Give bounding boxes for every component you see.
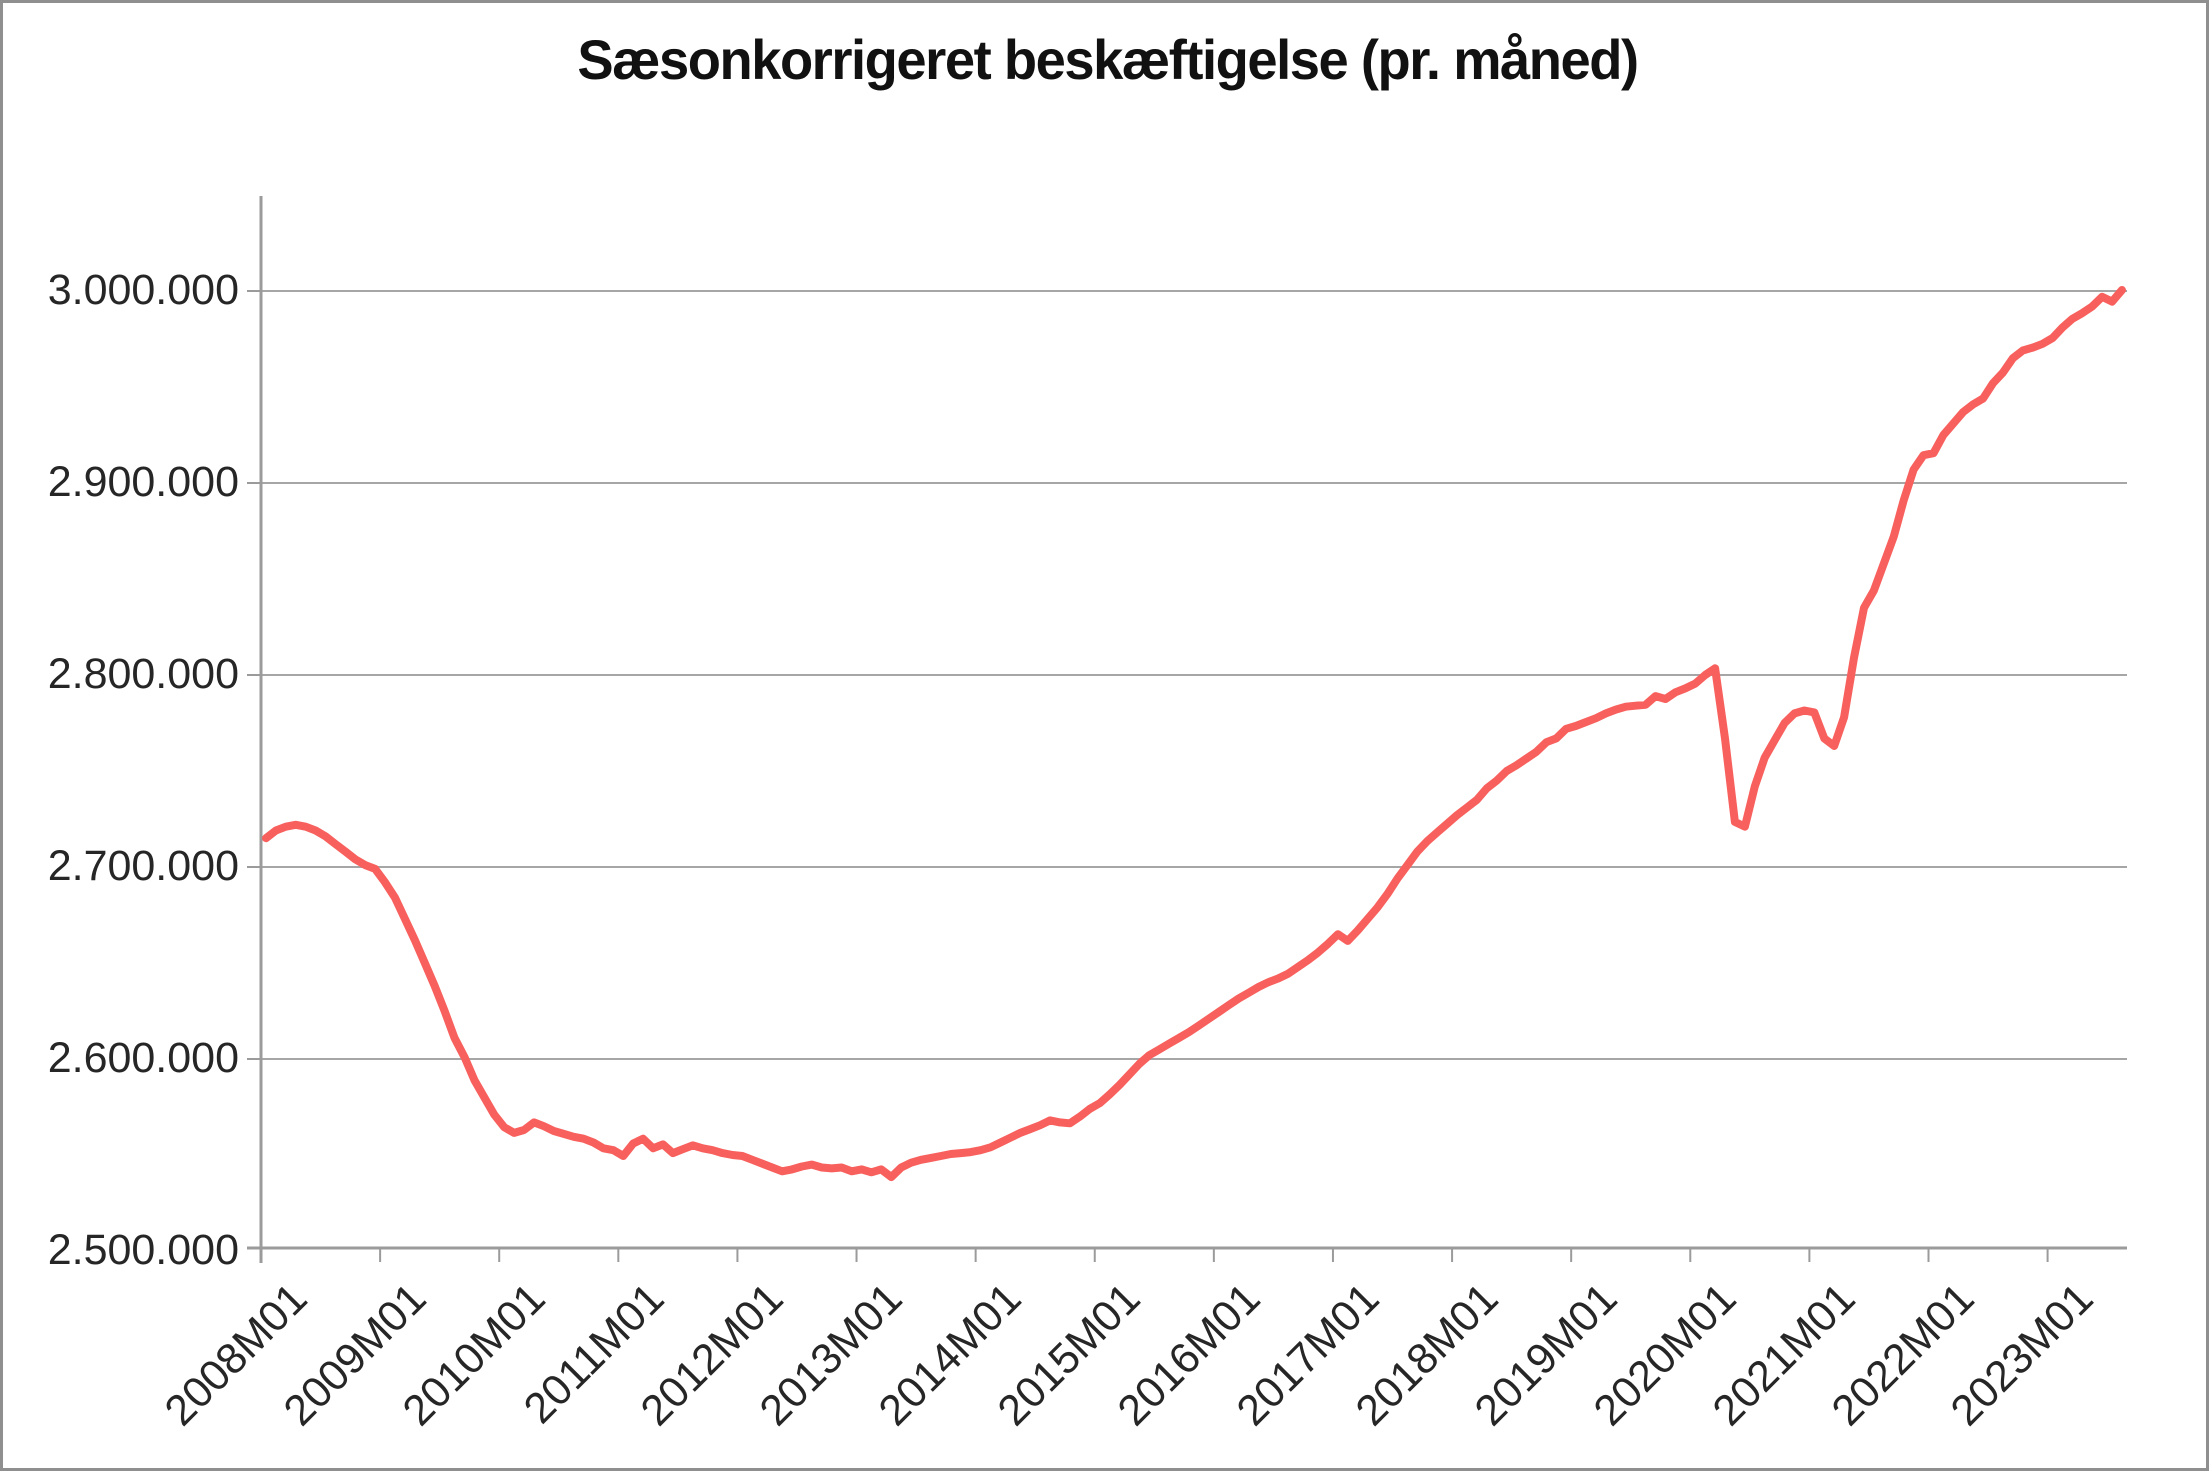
y-axis-tick-label: 2.700.000 — [47, 842, 239, 890]
y-axis-tick-label: 2.600.000 — [47, 1034, 239, 1082]
line-chart-plot — [247, 196, 2127, 1263]
y-axis-tick-label: 2.500.000 — [47, 1226, 239, 1274]
chart-title: Sæsonkorrigeret beskæftigelse (pr. måned… — [577, 28, 1639, 91]
y-axis-tick-label: 3.000.000 — [47, 266, 239, 314]
y-axis-tick-label: 2.800.000 — [47, 650, 239, 698]
y-axis-tick-label: 2.900.000 — [47, 458, 239, 506]
employment-line-series — [262, 286, 2126, 1182]
